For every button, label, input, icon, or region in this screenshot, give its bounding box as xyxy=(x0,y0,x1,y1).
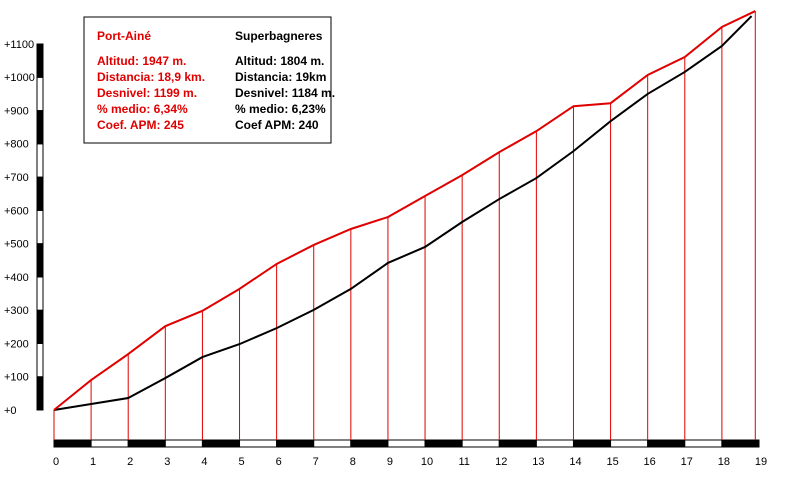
x-scale-segment xyxy=(127,439,166,448)
legend-detail: Desnivel: 1199 m. xyxy=(97,86,197,100)
y-tick-label: +0 xyxy=(4,405,17,417)
y-scale-segment xyxy=(36,342,44,378)
x-scale-segment xyxy=(90,439,129,448)
x-scale-segment xyxy=(535,439,574,448)
x-scale-segment xyxy=(387,439,426,448)
x-tick-label: 5 xyxy=(238,456,244,468)
x-tick-label: 0 xyxy=(53,456,59,468)
x-scale-segment xyxy=(276,439,315,448)
x-tick-label: 11 xyxy=(458,456,469,468)
x-scale-segment xyxy=(201,439,241,448)
y-tick-label: +300 xyxy=(4,305,29,317)
y-scale-segment xyxy=(36,376,44,411)
legend-detail: % medio: 6,23% xyxy=(235,102,326,116)
y-scale-segment xyxy=(36,276,44,311)
y-tick-label: +600 xyxy=(4,205,29,217)
x-tick-label: 14 xyxy=(569,456,581,468)
y-tick-label: +400 xyxy=(4,272,29,284)
y-scale-segment xyxy=(36,176,44,211)
x-tick-label: 16 xyxy=(644,456,656,468)
legend-title: Port-Ainé xyxy=(97,29,151,43)
y-tick-label: +1000 xyxy=(4,72,35,84)
x-tick-label: 10 xyxy=(421,456,433,468)
x-tick-label: 15 xyxy=(606,456,618,468)
x-tick-label: 1 xyxy=(90,456,96,468)
x-scale-segment xyxy=(610,439,649,448)
x-scale-segment xyxy=(424,439,463,448)
y-scale-segment xyxy=(36,110,44,145)
x-tick-label: 12 xyxy=(495,456,507,468)
y-scale-segment xyxy=(36,309,44,344)
x-scale-segment xyxy=(350,439,389,448)
x-scale-segment xyxy=(721,439,760,448)
y-tick-label: +200 xyxy=(4,338,29,350)
legend-detail: Desnivel: 1184 m. xyxy=(235,86,335,100)
y-tick-label: +1100 xyxy=(4,39,34,51)
x-scale-segment xyxy=(498,439,537,448)
legend-detail: Altitud: 1804 m. xyxy=(235,54,324,68)
x-scale-segment xyxy=(239,439,278,448)
x-tick-label: 18 xyxy=(718,456,730,468)
x-scale-segment xyxy=(572,439,612,448)
y-tick-label: +900 xyxy=(4,105,29,117)
x-tick-label: 17 xyxy=(681,456,693,468)
y-tick-label: +100 xyxy=(4,372,29,384)
series-line xyxy=(53,15,753,411)
x-tick-label: 6 xyxy=(276,456,282,468)
x-tick-label: 2 xyxy=(127,456,133,468)
x-scale-segment xyxy=(313,439,352,448)
x-tick-label: 4 xyxy=(201,456,207,468)
x-scale-segment xyxy=(684,439,723,448)
x-scale-segment xyxy=(647,439,686,448)
x-scale-segment xyxy=(164,439,203,448)
y-tick-label: +800 xyxy=(4,139,29,151)
legend-title: Superbagneres xyxy=(235,29,323,43)
x-tick-label: 9 xyxy=(387,456,393,468)
y-scale-segment xyxy=(36,143,44,178)
x-scale-segment xyxy=(53,439,92,448)
legend-detail: Altitud: 1947 m. xyxy=(97,54,186,68)
y-scale-segment xyxy=(36,43,44,78)
x-tick-label: 7 xyxy=(313,456,319,468)
x-scale-segment xyxy=(461,439,500,448)
legend-detail: % medio: 6,34% xyxy=(97,102,188,116)
legend-detail: Distancia: 18,9 km. xyxy=(97,70,205,84)
x-tick-label: 8 xyxy=(350,456,356,468)
legend-detail: Coef APM: 240 xyxy=(235,118,319,132)
legend-detail: Distancia: 19km xyxy=(235,70,326,84)
x-tick-label: 13 xyxy=(532,456,544,468)
y-scale-segment xyxy=(36,243,44,278)
legend-detail: Coef. APM: 245 xyxy=(97,118,184,132)
y-tick-label: +500 xyxy=(4,239,29,251)
series-line xyxy=(53,10,756,411)
x-tick-label: 19 xyxy=(755,456,767,468)
x-tick-label: 3 xyxy=(164,456,170,468)
y-scale-segment xyxy=(36,76,44,112)
legend-box xyxy=(83,16,332,144)
y-tick-label: +700 xyxy=(4,172,29,184)
y-scale-segment xyxy=(36,209,44,245)
